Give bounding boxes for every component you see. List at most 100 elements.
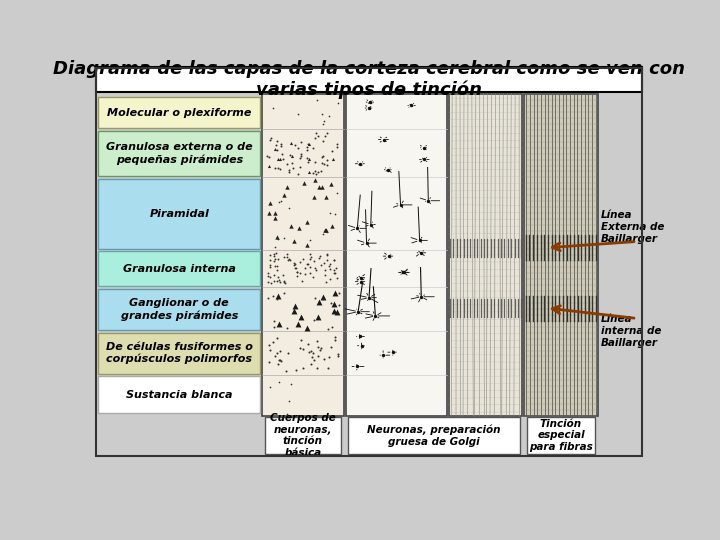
Point (271, 276, 283, 285)
Point (320, 226, 332, 235)
Point (321, 228, 333, 237)
Point (278, 277, 289, 286)
Point (274, 275, 285, 284)
FancyBboxPatch shape (262, 94, 344, 416)
Text: Ganglionar o de
grandes pirámides: Ganglionar o de grandes pirámides (120, 299, 238, 321)
Point (301, 153, 312, 162)
Point (271, 294, 282, 303)
Point (301, 218, 312, 227)
Point (292, 272, 303, 280)
Point (264, 208, 275, 217)
Point (301, 324, 312, 333)
Point (274, 277, 285, 286)
Point (275, 356, 287, 365)
Point (274, 165, 286, 173)
FancyBboxPatch shape (527, 417, 595, 454)
Point (273, 320, 284, 328)
Point (285, 222, 297, 231)
Point (271, 146, 282, 154)
Point (269, 249, 280, 258)
Point (325, 209, 336, 218)
Point (317, 152, 328, 161)
Point (398, 268, 410, 277)
Point (312, 343, 324, 352)
Point (316, 110, 328, 119)
Point (262, 278, 274, 287)
Point (264, 251, 275, 259)
Point (284, 166, 295, 174)
Point (361, 239, 372, 247)
Point (318, 159, 330, 168)
Point (333, 301, 345, 309)
Point (269, 317, 280, 326)
Point (328, 154, 339, 163)
FancyBboxPatch shape (99, 131, 260, 176)
Point (318, 151, 329, 160)
Point (264, 199, 276, 207)
Point (313, 298, 325, 307)
Point (356, 341, 367, 350)
Point (268, 271, 279, 280)
Point (351, 224, 363, 233)
Point (288, 164, 300, 173)
Point (294, 344, 305, 353)
Point (305, 254, 316, 263)
Point (314, 346, 325, 354)
Point (270, 141, 282, 150)
FancyBboxPatch shape (449, 94, 523, 416)
Point (383, 252, 395, 260)
Point (307, 272, 318, 281)
Text: Neuronas, preparación
gruesa de Golgi: Neuronas, preparación gruesa de Golgi (367, 424, 500, 447)
Point (301, 146, 312, 154)
Point (354, 332, 365, 341)
Point (264, 357, 275, 366)
Point (318, 354, 330, 363)
Point (332, 188, 343, 197)
Point (310, 266, 322, 274)
Point (278, 191, 289, 200)
Point (332, 307, 343, 316)
Point (415, 293, 427, 301)
Point (329, 269, 341, 278)
Point (297, 255, 309, 264)
FancyBboxPatch shape (99, 179, 260, 249)
Point (272, 164, 284, 172)
FancyBboxPatch shape (348, 417, 520, 454)
Point (316, 183, 328, 192)
Point (382, 165, 394, 174)
Point (266, 279, 277, 287)
Point (288, 237, 300, 246)
Point (319, 265, 330, 274)
Point (302, 143, 313, 151)
Point (285, 379, 297, 388)
Point (310, 176, 321, 185)
Point (312, 167, 323, 176)
Point (292, 144, 304, 152)
Point (294, 268, 306, 277)
Point (302, 140, 313, 149)
Point (275, 196, 287, 205)
Point (271, 265, 282, 274)
Point (278, 278, 289, 286)
Point (301, 240, 312, 249)
Point (261, 151, 273, 160)
Point (312, 352, 324, 361)
Point (278, 271, 289, 279)
Point (378, 135, 390, 144)
Point (269, 323, 280, 332)
Point (326, 147, 338, 156)
Point (296, 313, 307, 322)
Point (269, 254, 281, 263)
Point (289, 140, 300, 149)
Point (328, 269, 340, 278)
Point (269, 145, 281, 153)
Point (274, 154, 285, 163)
FancyBboxPatch shape (524, 94, 598, 416)
Point (295, 149, 307, 158)
Text: De células fusiformes o
corpúsculos polimorfos: De células fusiformes o corpúsculos poli… (106, 342, 253, 364)
Point (282, 250, 293, 259)
Point (364, 98, 376, 106)
Point (305, 346, 317, 355)
Point (283, 167, 294, 176)
FancyBboxPatch shape (265, 417, 341, 454)
